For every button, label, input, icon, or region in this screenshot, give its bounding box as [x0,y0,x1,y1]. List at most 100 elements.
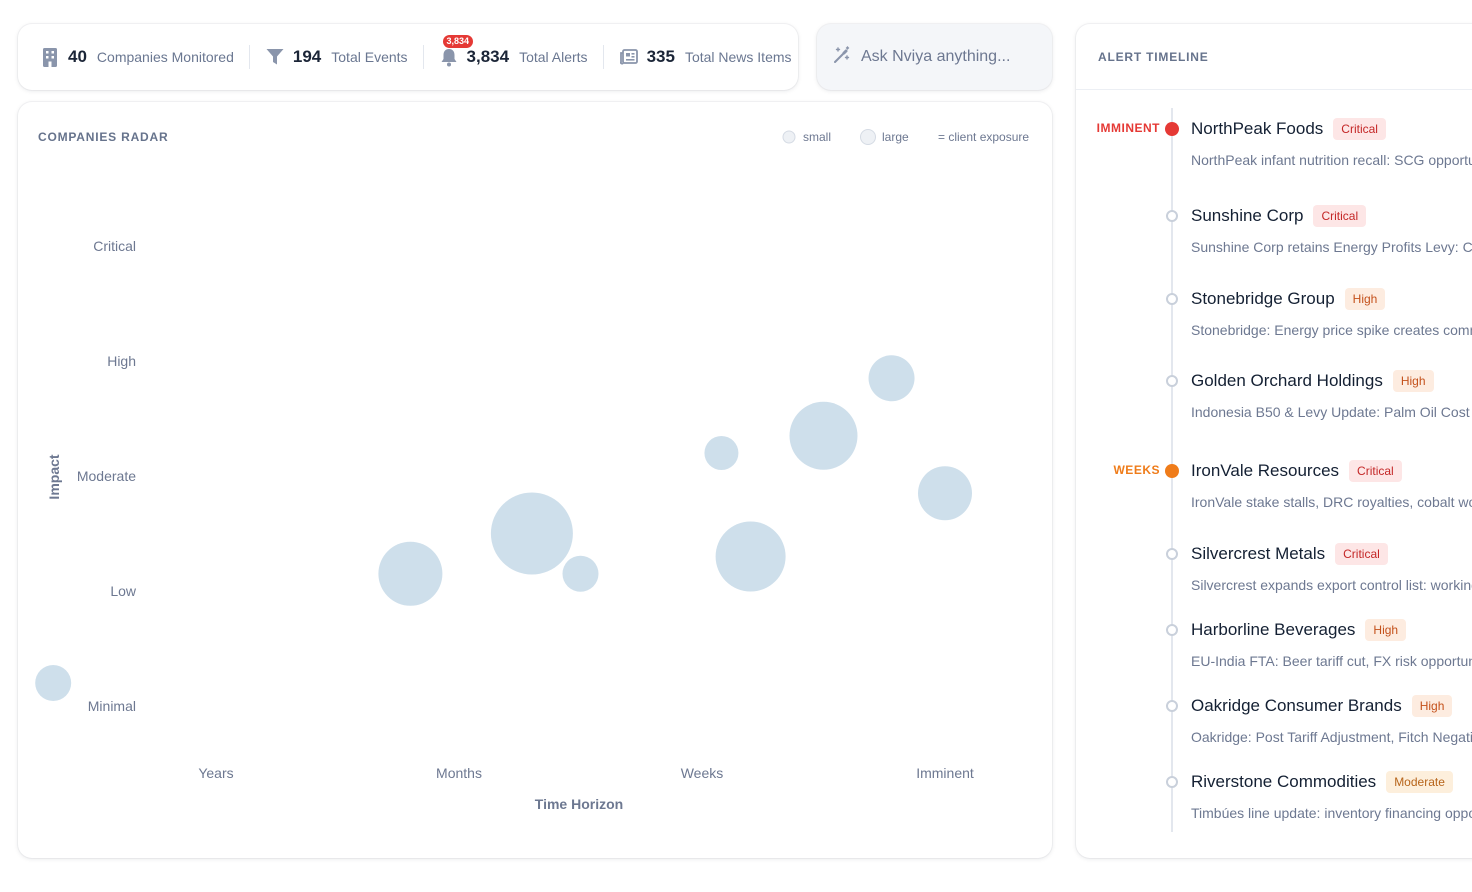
timeline-company: Riverstone Commodities Moderate [1191,771,1453,793]
severity-badge: Critical [1333,118,1386,140]
divider [422,45,424,69]
alert-description: Indonesia B50 & Levy Update: Palm Oil Co… [1191,404,1472,420]
x-tick-label: Weeks [681,765,724,781]
stats-bar: 40 Companies Monitored 194 Total Events … [18,24,798,90]
company-name[interactable]: Oakridge Consumer Brands [1191,696,1402,715]
company-bubble[interactable] [868,355,915,402]
company-name[interactable]: Riverstone Commodities [1191,772,1377,791]
divider [248,45,250,69]
company-bubble[interactable] [715,521,786,592]
stat-total-events[interactable]: 194 Total Events [265,24,408,90]
filter-icon [265,47,285,67]
y-tick-label: Critical [93,238,136,254]
alert-description: Sunshine Corp retains Energy Profits Lev… [1191,239,1472,255]
y-axis-title: Impact [46,454,62,499]
timeline-group-label: WEEKS [1113,463,1160,477]
y-tick-label: High [107,353,136,369]
building-icon [40,47,60,67]
severity-badge: Critical [1335,543,1388,565]
y-tick-label: Low [110,583,137,599]
y-tick-label: Minimal [88,698,136,714]
company-name[interactable]: Harborline Beverages [1191,620,1356,639]
timeline-dot [1166,624,1178,636]
timeline-company: Harborline Beverages High [1191,619,1407,641]
alert-description: Silvercrest expands export control list:… [1191,577,1472,593]
timeline-dot [1165,464,1179,478]
stat-label: Total Alerts [519,49,588,65]
alert-description: Oakridge: Post Tariff Adjustment, Fitch … [1191,729,1472,745]
y-tick-label: Moderate [77,468,136,484]
timeline-company: Oakridge Consumer Brands High [1191,695,1453,717]
company-name[interactable]: NorthPeak Foods [1191,119,1324,138]
stat-value: 40 [68,47,87,66]
timeline-dot [1166,210,1178,222]
alert-description: EU-India FTA: Beer tariff cut, FX risk o… [1191,653,1472,669]
company-bubble[interactable] [789,401,858,470]
timeline-dot [1166,293,1178,305]
x-tick-label: Months [436,765,482,781]
divider [602,45,604,69]
timeline-group-label: IMMINENT [1096,121,1160,135]
alert-description: IronVale stake stalls, DRC royalties, co… [1191,494,1472,510]
companies-radar-panel: COMPANIES RADAR small large = client exp… [18,102,1052,858]
timeline-dot [1166,375,1178,387]
ask-assistant-input[interactable]: Ask Nviya anything... [817,24,1052,90]
stat-companies-monitored[interactable]: 40 Companies Monitored [40,24,234,90]
company-bubble[interactable] [378,541,443,606]
company-name[interactable]: Stonebridge Group [1191,289,1335,308]
stat-total-news[interactable]: 335 Total News Items [619,24,792,90]
company-bubble[interactable] [35,665,72,701]
severity-badge: High [1392,370,1434,392]
timeline-title: ALERT TIMELINE [1076,24,1472,90]
company-name[interactable]: IronVale Resources [1191,461,1340,480]
severity-badge: High [1411,695,1453,717]
stat-total-alerts[interactable]: 3,834 3,834 Total Alerts [439,24,588,90]
x-tick-label: Imminent [916,765,974,781]
company-name[interactable]: Golden Orchard Holdings [1191,371,1383,390]
timeline-dot [1166,700,1178,712]
company-name[interactable]: Sunshine Corp [1191,206,1304,225]
timeline-company: IronVale Resources Critical [1191,460,1402,482]
severity-badge: Critical [1313,205,1367,227]
legend-small-label: small [803,130,831,144]
alert-timeline-panel: ALERT TIMELINE IMMINENT NorthPeak Foods Cr… [1076,24,1472,858]
timeline-company: Sunshine Corp Critical [1191,205,1367,227]
company-bubble[interactable] [490,492,573,575]
alert-description: NorthPeak infant nutrition recall: SCG o… [1191,152,1472,168]
severity-badge: Critical [1349,460,1402,482]
alert-count-badge: 3,834 [442,35,474,48]
x-tick-label: Years [198,765,233,781]
stat-label: Total Events [331,49,408,65]
radar-title: COMPANIES RADAR [38,130,168,144]
newspaper-icon [619,47,639,67]
ask-placeholder: Ask Nviya anything... [861,48,1011,65]
severity-badge: High [1365,619,1407,641]
timeline-company: Stonebridge Group High [1191,288,1386,310]
x-axis-title: Time Horizon [535,796,623,812]
company-bubble[interactable] [562,555,599,592]
alert-description: Stonebridge: Energy price spike creates … [1191,322,1472,338]
timeline-dot [1166,776,1178,788]
stat-value: 335 [646,47,675,66]
company-bubble[interactable] [918,466,972,521]
legend-large-swatch [860,129,876,145]
timeline-dot [1166,548,1178,560]
company-bubble[interactable] [704,436,739,470]
stat-value: 194 [292,47,322,66]
stat-label: Companies Monitored [96,49,234,65]
severity-badge: Moderate [1386,771,1453,793]
timeline-company: NorthPeak Foods Critical [1191,118,1386,140]
legend-note: = client exposure [938,130,1029,144]
alert-description: Timbúes line update: inventory financing… [1191,805,1472,821]
stat-value: 3,834 [466,47,510,66]
magic-wand-icon [833,45,851,69]
stat-label: Total News Items [684,49,792,65]
company-name[interactable]: Silvercrest Metals [1191,544,1326,563]
radar-chart: COMPANIES RADAR small large = client exp… [35,129,1029,812]
severity-badge: High [1344,288,1386,310]
timeline-company: Silvercrest Metals Critical [1191,543,1388,565]
legend-large-label: large [882,130,909,144]
bell-icon [439,47,459,67]
timeline-dot [1165,122,1179,136]
legend-small-swatch [782,130,796,144]
